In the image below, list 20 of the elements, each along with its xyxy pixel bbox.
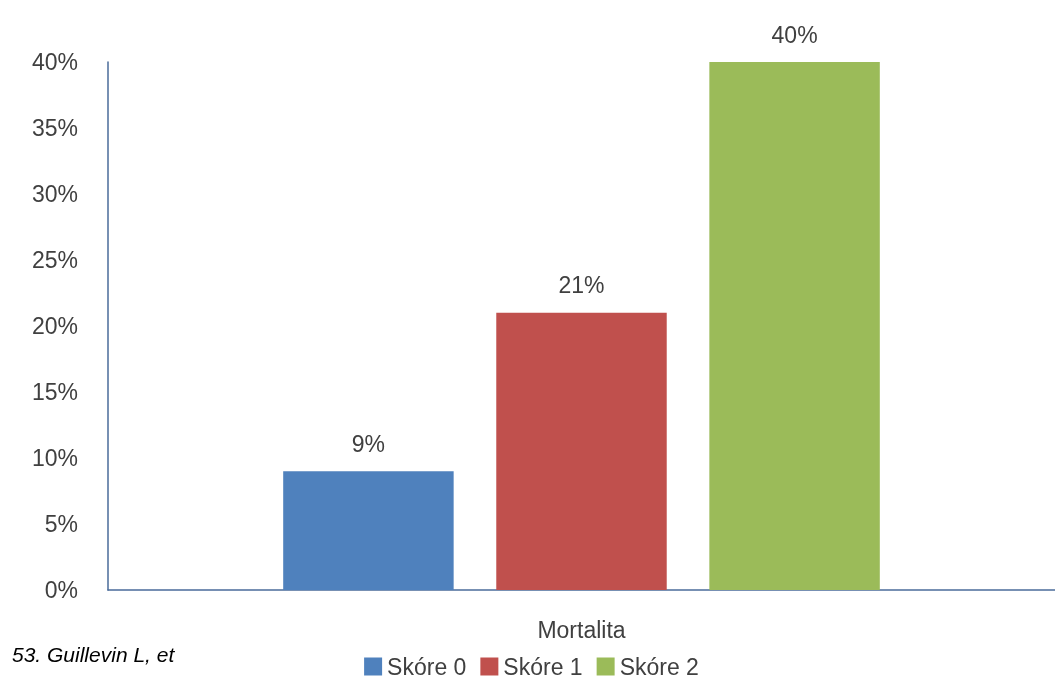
bar bbox=[283, 471, 454, 590]
y-tick-label: 0% bbox=[44, 577, 78, 603]
y-tick-label: 25% bbox=[31, 247, 78, 273]
y-tick-label: 10% bbox=[31, 445, 78, 471]
text: 53. Guillevin L, et bbox=[12, 643, 176, 666]
bar bbox=[496, 312, 667, 590]
data-label: 9% bbox=[351, 430, 386, 457]
x-tick-label: Mortalita bbox=[537, 616, 626, 643]
bar bbox=[709, 62, 880, 590]
data-label: 40% bbox=[771, 21, 818, 48]
y-tick-label: 30% bbox=[31, 181, 78, 207]
legend-label: Skóre 0 bbox=[387, 653, 467, 680]
y-tick-label: 20% bbox=[31, 313, 78, 339]
legend-label: Skóre 2 bbox=[619, 653, 699, 680]
y-tick-label: 40% bbox=[31, 49, 78, 75]
y-tick-label: 5% bbox=[44, 511, 78, 537]
data-label: 21% bbox=[558, 272, 605, 299]
y-tick-label: 35% bbox=[31, 115, 78, 141]
legend-label: Skóre 1 bbox=[503, 653, 583, 680]
y-tick-label: 15% bbox=[31, 379, 78, 405]
